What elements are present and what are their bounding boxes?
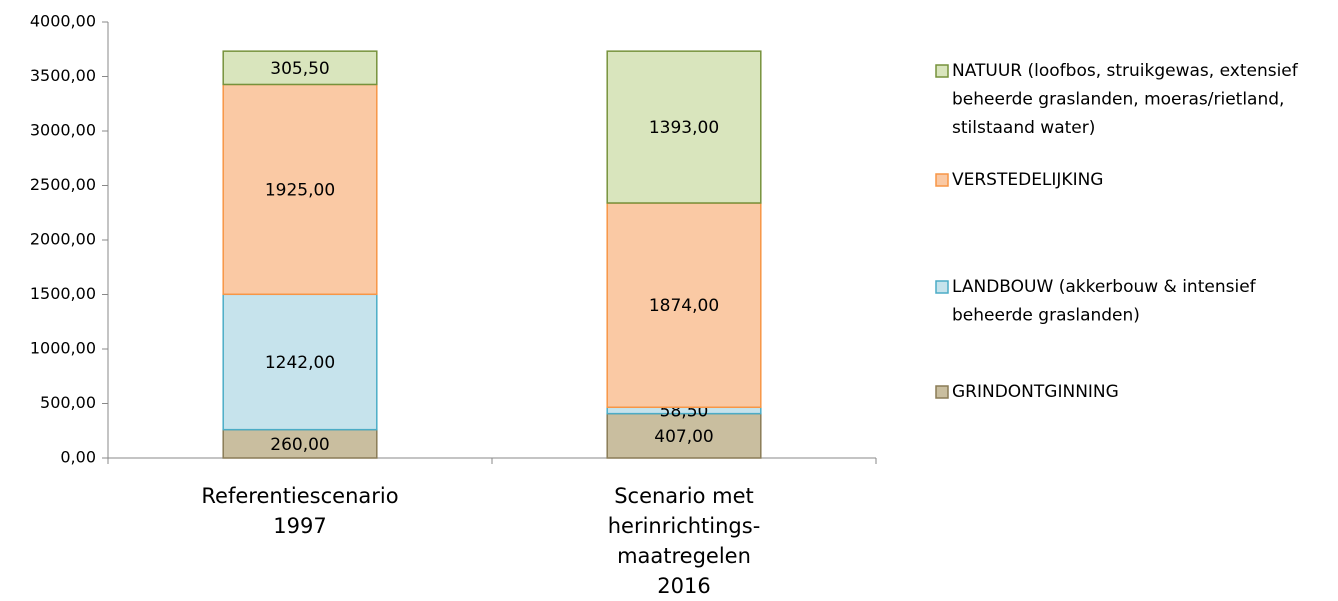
y-tick-label: 1000,00: [30, 339, 96, 358]
value-label: 1242,00: [265, 353, 335, 373]
bar-segment: [606, 412, 762, 459]
legend-swatch: [935, 385, 949, 399]
value-label: 1874,00: [649, 296, 719, 316]
value-label: 305,50: [270, 59, 329, 79]
bar-segment: [222, 50, 378, 86]
y-tick-label: 500,00: [40, 393, 96, 412]
legend-label: NATUUR (loofbos, struikgewas, extensief b…: [952, 61, 1299, 138]
y-tick-label: 2000,00: [30, 230, 96, 249]
y-tick-label: 0,00: [60, 448, 96, 467]
bar-segment: [606, 202, 762, 409]
value-label: 1393,00: [649, 118, 719, 138]
y-tick-label: 2500,00: [30, 175, 96, 194]
y-tick-label: 1500,00: [30, 284, 96, 303]
legend-label: VERSTEDELIJKING: [952, 170, 1103, 190]
bar-segment: [606, 50, 762, 204]
y-tick-label: 3000,00: [30, 121, 96, 140]
bar-segment: [222, 293, 378, 431]
y-tick-label: 4000,00: [30, 12, 96, 31]
bar-segment: [222, 428, 378, 459]
bar-segment: [222, 83, 378, 296]
legend-label: LANDBOUW (akkerbouw & intensief beheerde …: [952, 277, 1257, 326]
legend-swatch: [935, 280, 949, 294]
y-tick-label: 3500,00: [30, 66, 96, 85]
legend-label: GRINDONTGINNING: [952, 382, 1119, 402]
legend-swatch: [935, 64, 949, 78]
x-tick-label: Scenario met herinrichtings-maatregelen 20…: [608, 484, 761, 598]
value-label: 260,00: [270, 435, 329, 455]
legend-swatch: [935, 173, 949, 187]
value-label: 1925,00: [265, 180, 335, 200]
x-tick-label: Referentiescenario 1997: [201, 484, 398, 538]
value-label: 407,00: [654, 427, 713, 447]
